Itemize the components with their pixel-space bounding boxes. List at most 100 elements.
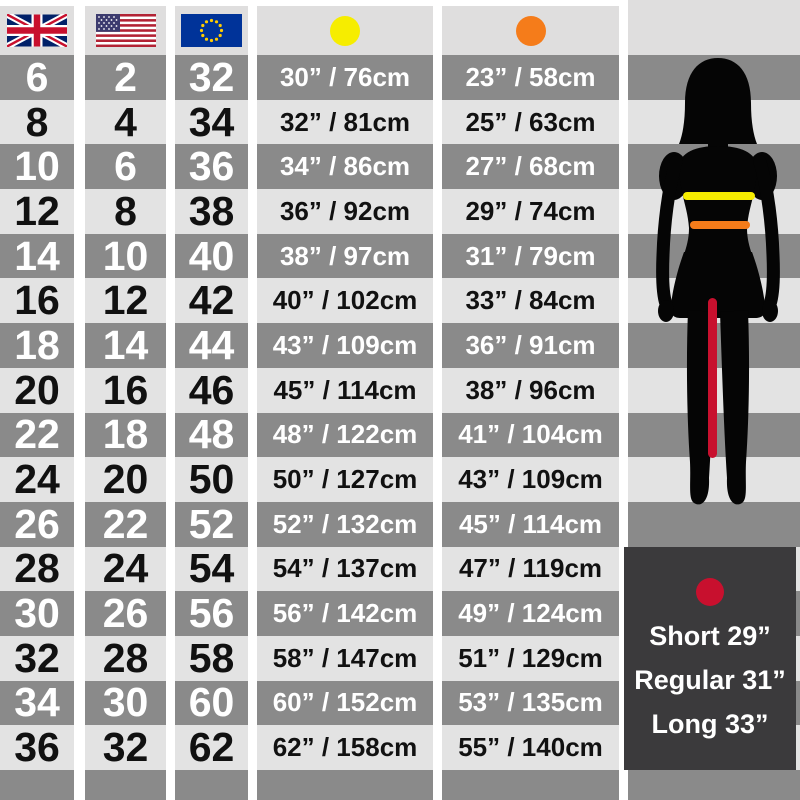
leg-length-labels: Short 29” Regular 31” Long 33” (634, 614, 786, 746)
orange-measure-cell: 38” / 96cm (442, 367, 619, 413)
figure-panel (628, 0, 800, 800)
us-size-cell: 14 (85, 322, 166, 368)
table-row: 24 20 50 50” / 127cm 43” / 109cm (0, 456, 800, 502)
table-row: 6 2 32 30” / 76cm 23” / 58cm (0, 54, 800, 100)
us-size-cell: 12 (85, 277, 166, 323)
eu-size-cell: 56 (175, 590, 248, 636)
us-size-cell: 22 (85, 501, 166, 547)
uk-size-cell: 14 (0, 233, 74, 279)
us-flag-icon (95, 14, 156, 47)
filler-row (0, 770, 800, 800)
table-row: 10 6 36 34” / 86cm 27” / 68cm (0, 143, 800, 190)
uk-flag-header-cell (0, 6, 74, 55)
uk-size-cell: 20 (0, 367, 74, 413)
us-size-cell: 30 (85, 679, 166, 725)
us-size-cell: 16 (85, 367, 166, 413)
table-row: 8 4 34 32” / 81cm 25” / 63cm (0, 99, 800, 145)
eu-size-cell: 46 (175, 367, 248, 413)
woman-silhouette (656, 58, 780, 505)
panel-stripe (628, 501, 800, 547)
eu-size-cell: 42 (175, 277, 248, 323)
us-size-cell: 2 (85, 54, 166, 100)
eu-size-cell: 34 (175, 99, 248, 145)
table-row: 16 12 42 40” / 102cm 33” / 84cm (0, 277, 800, 324)
orange-dot-icon (515, 15, 546, 46)
us-size-cell: 10 (85, 233, 166, 279)
orange-measure-cell: 55” / 140cm (442, 725, 619, 770)
yellow-measure-cell: 45” / 114cm (257, 367, 433, 413)
orange-measure-cell: 47” / 119cm (442, 546, 619, 592)
yellow-measure-cell: 34” / 86cm (257, 144, 433, 190)
yellow-measure-cell: 43” / 109cm (257, 323, 433, 368)
orange-measure-cell: 25” / 63cm (442, 99, 619, 145)
eu-size-cell: 58 (175, 635, 248, 681)
yellow-measure-cell: 36” / 92cm (257, 189, 433, 234)
eu-size-cell: 38 (175, 188, 248, 234)
eu-size-cell: 44 (175, 322, 248, 368)
yellow-measure-cell: 52” / 132cm (257, 501, 433, 547)
orange-measure-cell: 45” / 114cm (442, 501, 619, 547)
uk-size-cell: 26 (0, 501, 74, 547)
eu-size-cell: 48 (175, 411, 248, 457)
red-measure-line (708, 298, 717, 458)
table-row: 34 30 60 60” / 152cm 53” / 135cm (0, 679, 800, 726)
yellow-measure-cell: 60” / 152cm (257, 680, 433, 726)
uk-size-cell: 18 (0, 322, 74, 368)
table-header (0, 0, 800, 55)
orange-measure-cell: 33” / 84cm (442, 278, 619, 324)
us-size-cell: 18 (85, 411, 166, 457)
uk-size-cell: 12 (0, 188, 74, 234)
size-table-body: 6 2 32 30” / 76cm 23” / 58cm 8 4 34 32” / 81cm 25… (0, 54, 800, 770)
uk-size-cell: 8 (0, 99, 74, 145)
orange-measure-cell: 53” / 135cm (442, 680, 619, 726)
orange-measure-cell: 51” / 129cm (442, 635, 619, 681)
panel-stripe (628, 0, 800, 55)
uk-flag-icon (7, 14, 67, 47)
yellow-measure-line (683, 192, 755, 200)
eu-size-cell: 36 (175, 143, 248, 189)
uk-size-cell: 36 (0, 724, 74, 770)
yellow-measure-cell: 32” / 81cm (257, 99, 433, 145)
yellow-measure-cell: 38” / 97cm (257, 233, 433, 279)
yellow-measure-cell: 40” / 102cm (257, 278, 433, 324)
eu-size-cell: 52 (175, 501, 248, 547)
us-size-cell: 24 (85, 545, 166, 591)
eu-flag-header-cell (175, 6, 248, 55)
eu-size-cell: 40 (175, 233, 248, 279)
us-flag-header-cell (85, 6, 166, 55)
eu-size-cell: 62 (175, 724, 248, 770)
uk-size-cell: 24 (0, 456, 74, 502)
table-row: 14 10 40 38” / 97cm 31” / 79cm (0, 233, 800, 279)
table-row: 28 24 54 54” / 137cm 47” / 119cm (0, 545, 800, 592)
yellow-measure-cell: 30” / 76cm (257, 55, 433, 100)
eu-size-cell: 54 (175, 545, 248, 591)
uk-size-cell: 6 (0, 54, 74, 100)
eu-flag-icon (181, 14, 242, 47)
us-size-cell: 8 (85, 188, 166, 234)
panel-stripe (628, 457, 800, 502)
leg-length-regular: Regular 31” (634, 665, 786, 695)
us-size-cell: 4 (85, 99, 166, 145)
uk-size-cell: 32 (0, 635, 74, 681)
orange-measure-cell: 27” / 68cm (442, 144, 619, 190)
eu-size-cell: 60 (175, 679, 248, 725)
eu-size-cell: 32 (175, 54, 248, 100)
us-size-cell: 32 (85, 724, 166, 770)
table-row: 30 26 56 56” / 142cm 49” / 124cm (0, 590, 800, 636)
table-row: 12 8 38 36” / 92cm 29” / 74cm (0, 188, 800, 234)
orange-measure-cell: 43” / 109cm (442, 457, 619, 502)
leg-length-long: Long 33” (651, 709, 769, 739)
yellow-measure-cell: 58” / 147cm (257, 635, 433, 681)
table-row: 20 16 46 45” / 114cm 38” / 96cm (0, 367, 800, 413)
uk-size-cell: 10 (0, 143, 74, 189)
orange-measure-cell: 29” / 74cm (442, 189, 619, 234)
panel-stripe (628, 770, 800, 800)
table-row: 32 28 58 58” / 147cm 51” / 129cm (0, 635, 800, 681)
orange-measure-cell: 49” / 124cm (442, 591, 619, 636)
orange-measure-cell: 41” / 104cm (442, 412, 619, 458)
uk-size-cell: 30 (0, 590, 74, 636)
table-row: 26 22 52 52” / 132cm 45” / 114cm (0, 501, 800, 547)
eu-size-cell: 50 (175, 456, 248, 502)
uk-size-cell: 34 (0, 679, 74, 725)
uk-size-cell: 22 (0, 411, 74, 457)
